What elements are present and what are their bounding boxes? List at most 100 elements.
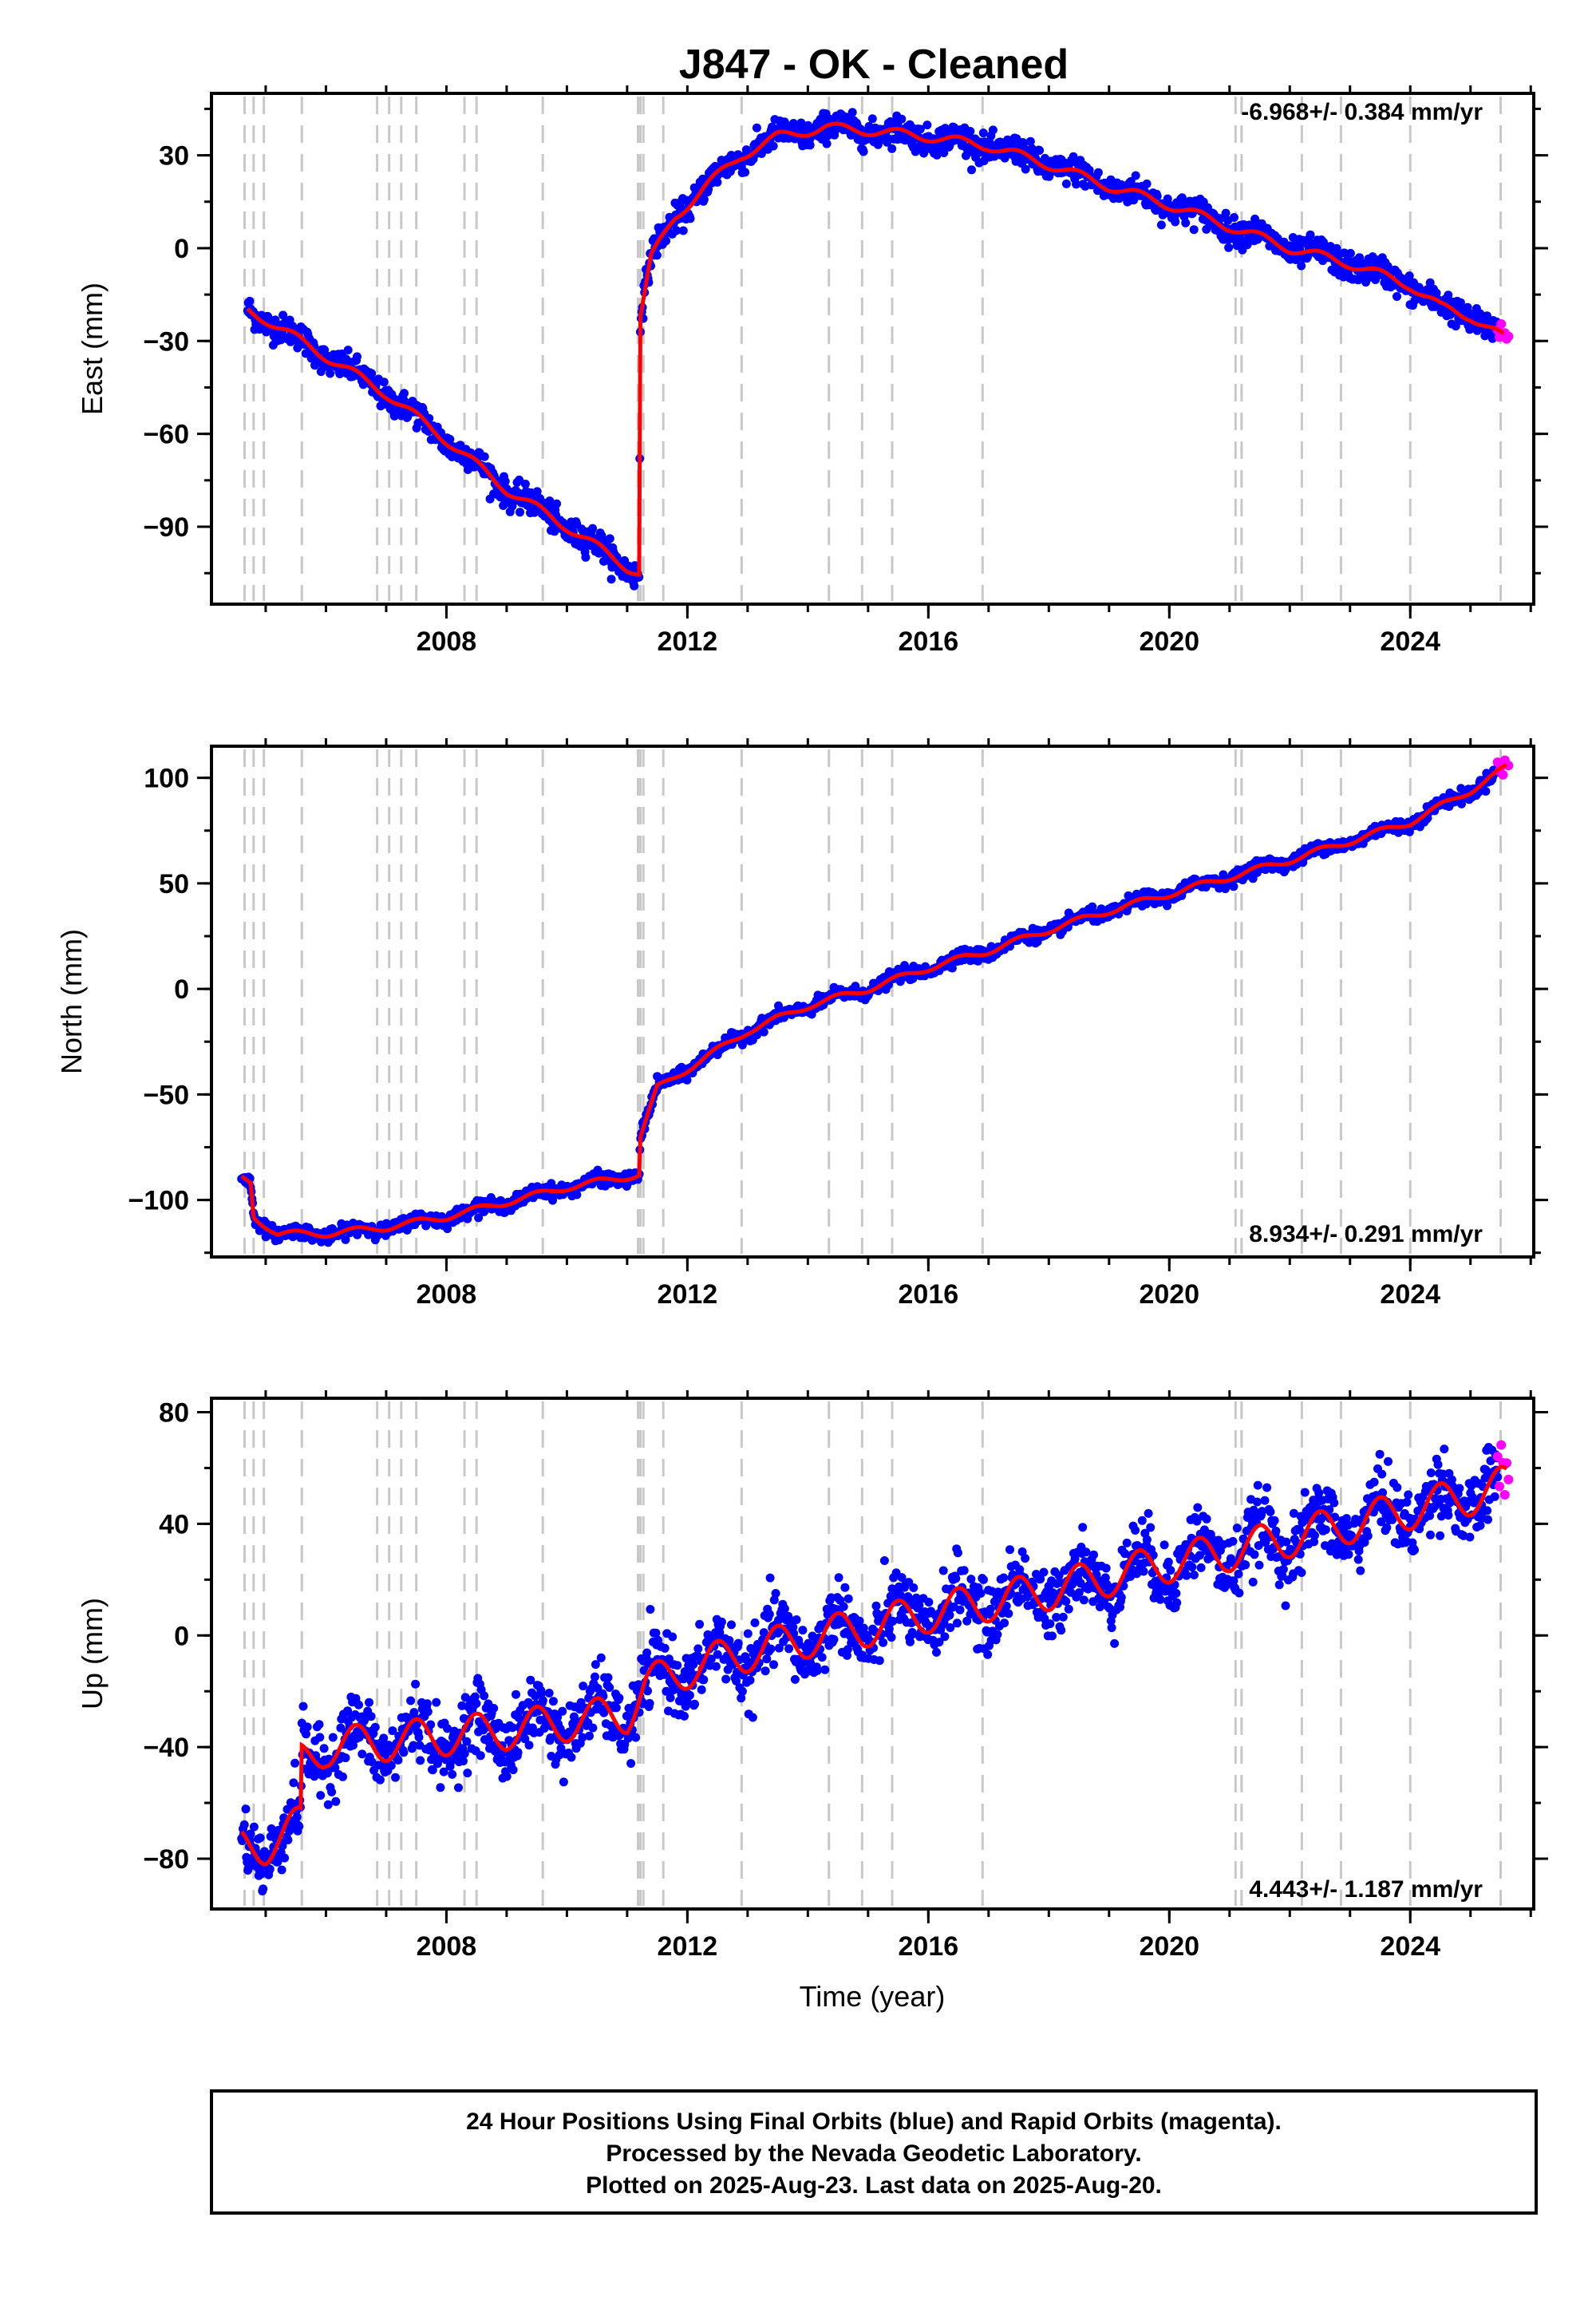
up-point bbox=[365, 1697, 373, 1707]
up-point bbox=[680, 1711, 689, 1721]
up-point bbox=[302, 1722, 312, 1732]
east-point bbox=[847, 108, 857, 117]
east-point bbox=[515, 475, 524, 484]
up-point bbox=[559, 1777, 568, 1787]
up-point bbox=[314, 1720, 324, 1729]
up-point bbox=[737, 1686, 747, 1696]
east-point bbox=[500, 476, 510, 486]
up-point bbox=[588, 1723, 598, 1733]
up-point bbox=[416, 1756, 425, 1765]
east-y-tick-label: −90 bbox=[143, 512, 189, 543]
east-point bbox=[606, 575, 616, 584]
up-point bbox=[771, 1589, 780, 1598]
up-point bbox=[733, 1638, 743, 1648]
up-point bbox=[328, 1733, 338, 1742]
up-point bbox=[976, 1589, 986, 1598]
up-point bbox=[769, 1660, 778, 1670]
east-point bbox=[480, 452, 489, 461]
up-point bbox=[685, 1690, 694, 1700]
east-point bbox=[867, 114, 877, 124]
up-point bbox=[614, 1694, 624, 1703]
east-point bbox=[630, 581, 639, 591]
east-point bbox=[1181, 218, 1191, 227]
east-point bbox=[1177, 193, 1187, 203]
up-point bbox=[727, 1620, 736, 1630]
up-point bbox=[432, 1697, 441, 1707]
up-point bbox=[764, 1610, 774, 1619]
east-point bbox=[966, 127, 975, 136]
east-point bbox=[1131, 171, 1140, 180]
up-point bbox=[829, 1634, 839, 1644]
north-y-tick-label: −50 bbox=[143, 1080, 189, 1110]
up-point bbox=[480, 1691, 489, 1701]
east-x-tick-label: 2012 bbox=[658, 626, 718, 657]
up-point bbox=[459, 1757, 468, 1766]
up-point bbox=[585, 1731, 594, 1741]
up-point bbox=[642, 1648, 652, 1658]
east-point bbox=[516, 508, 524, 517]
up-point bbox=[812, 1666, 822, 1675]
north-point bbox=[1481, 787, 1491, 796]
east-point bbox=[279, 310, 288, 320]
east-point bbox=[379, 377, 389, 387]
up-point bbox=[241, 1804, 251, 1814]
east-x-tick-label: 2020 bbox=[1139, 626, 1199, 657]
east-point bbox=[1171, 217, 1180, 227]
up-point bbox=[331, 1796, 341, 1806]
up-point bbox=[316, 1791, 326, 1800]
east-point bbox=[597, 531, 606, 540]
east-x-tick-label: 2008 bbox=[417, 626, 477, 657]
east-point bbox=[1393, 292, 1401, 301]
east-point bbox=[1142, 179, 1152, 188]
up-point bbox=[693, 1644, 703, 1654]
up-point bbox=[406, 1696, 416, 1705]
east-point bbox=[1025, 136, 1035, 146]
up-point bbox=[879, 1556, 889, 1565]
north-plot-area bbox=[211, 746, 1534, 1257]
up-point bbox=[289, 1778, 298, 1788]
up-point bbox=[843, 1594, 853, 1603]
up-point bbox=[323, 1800, 333, 1809]
east-point bbox=[822, 139, 832, 148]
east-point bbox=[607, 563, 617, 572]
east-point bbox=[343, 346, 353, 355]
up-point bbox=[695, 1619, 705, 1629]
up-point bbox=[668, 1632, 678, 1642]
up-point bbox=[414, 1733, 424, 1742]
up-point bbox=[820, 1665, 830, 1674]
up-point bbox=[951, 1574, 961, 1583]
up-point bbox=[940, 1632, 950, 1642]
up-point bbox=[591, 1672, 599, 1682]
up-point bbox=[603, 1673, 613, 1682]
up-point bbox=[945, 1611, 954, 1620]
up-point bbox=[277, 1865, 286, 1875]
up-point bbox=[646, 1605, 655, 1614]
up-point bbox=[765, 1573, 775, 1583]
up-point bbox=[567, 1753, 576, 1762]
east-point bbox=[919, 148, 929, 158]
east-point bbox=[1215, 214, 1225, 223]
up-point bbox=[673, 1661, 682, 1670]
up-point bbox=[265, 1864, 275, 1874]
east-ylabel: East (mm) bbox=[76, 283, 109, 415]
north-rate-label: 8.934+/- 0.291 mm/yr bbox=[1249, 1221, 1483, 1247]
east-x-tick-label: 2016 bbox=[899, 626, 959, 657]
up-point bbox=[423, 1707, 433, 1717]
east-point bbox=[605, 534, 614, 543]
up-point bbox=[743, 1629, 753, 1638]
up-point bbox=[472, 1699, 481, 1708]
up-point bbox=[766, 1644, 776, 1654]
up-point bbox=[717, 1617, 726, 1626]
up-point bbox=[887, 1633, 896, 1642]
east-point bbox=[752, 123, 761, 132]
up-point bbox=[544, 1689, 554, 1697]
east-point bbox=[245, 296, 255, 306]
north-x-tick-label: 2012 bbox=[658, 1279, 718, 1310]
east-point bbox=[1156, 220, 1166, 230]
east-y-tick-label: −30 bbox=[143, 326, 189, 357]
up-point bbox=[502, 1772, 512, 1781]
up-point bbox=[558, 1706, 567, 1716]
up-point bbox=[689, 1660, 698, 1670]
